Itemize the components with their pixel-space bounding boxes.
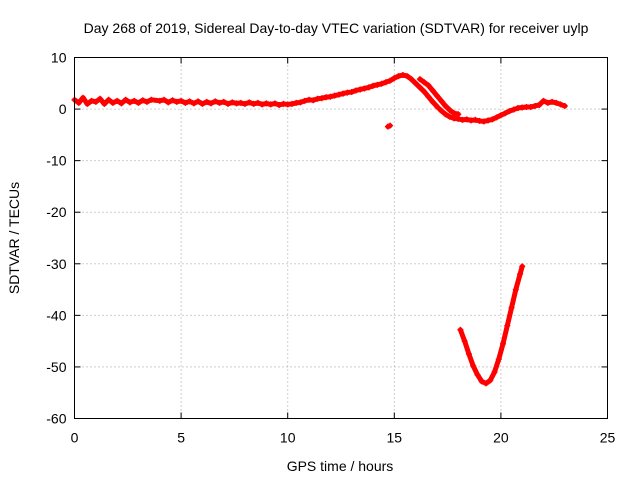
x-tick-label: 10 — [280, 430, 296, 446]
data-marks — [71, 72, 568, 387]
series-outlier — [384, 122, 394, 130]
x-tick-label: 25 — [600, 430, 616, 446]
y-tick-label: -20 — [46, 204, 66, 220]
data-segment — [504, 305, 515, 329]
data-segment — [513, 271, 523, 293]
x-tick-label: 5 — [177, 430, 185, 446]
data-point — [387, 122, 394, 129]
x-tick-label: 15 — [387, 430, 403, 446]
x-tick-label: 20 — [493, 430, 509, 446]
y-tick-label: -10 — [46, 153, 66, 169]
x-axis-label: GPS time / hours — [287, 458, 394, 474]
y-tick-label: -60 — [46, 411, 66, 427]
chart-title: Day 268 of 2019, Sidereal Day-to-day VTE… — [84, 20, 589, 36]
y-tick-label: 0 — [59, 101, 67, 117]
data-point — [519, 263, 526, 270]
series-secondary-track — [416, 76, 462, 118]
data-point — [455, 111, 462, 118]
plot-frame — [74, 57, 608, 419]
series-main-track — [71, 72, 568, 125]
series-dip-track — [457, 263, 526, 387]
data-segment — [500, 323, 510, 347]
grid — [74, 57, 608, 419]
data-segment — [509, 287, 519, 311]
data-point — [561, 102, 568, 109]
y-tick-label: -30 — [46, 256, 66, 272]
y-tick-label: 10 — [51, 50, 67, 66]
tick-labels: 0 5 10 15 20 25 10 0 -10 -20 -30 -40 -50 -60 — [46, 50, 615, 446]
data-segment — [496, 341, 506, 362]
x-tick-label: 0 — [71, 430, 79, 446]
y-tick-label: -40 — [46, 307, 66, 323]
y-tick-label: -50 — [46, 359, 66, 375]
y-axis-label: SDTVAR / TECUs — [6, 182, 22, 294]
axis-ticks — [74, 57, 608, 419]
